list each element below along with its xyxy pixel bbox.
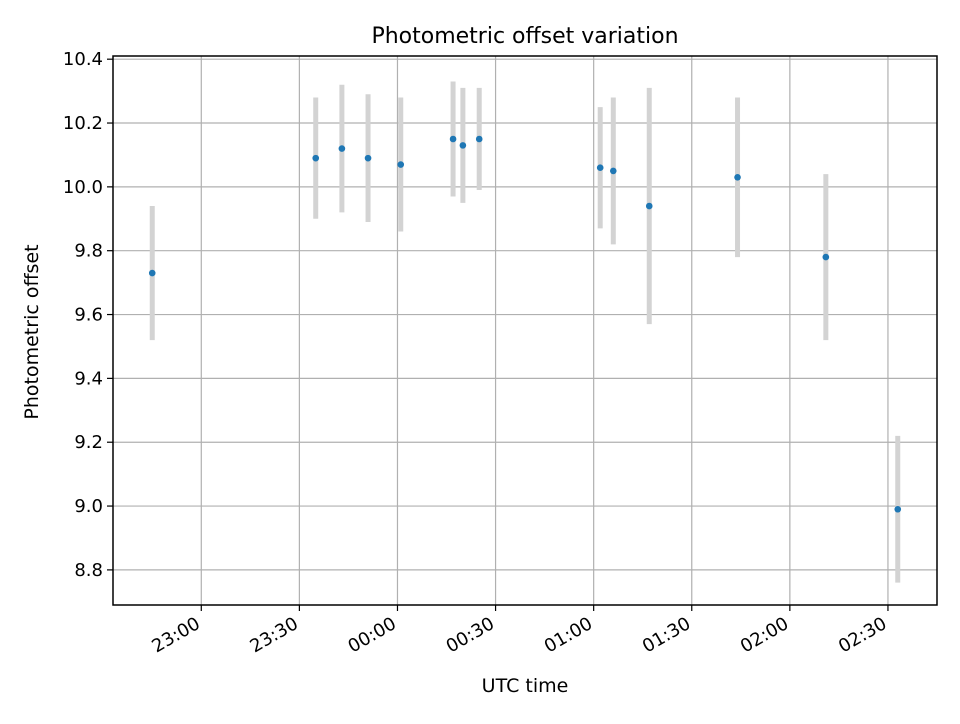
- y-tick-label: 9.4: [74, 368, 103, 389]
- y-tick-label: 9.6: [74, 305, 103, 326]
- y-tick-label: 10.4: [63, 49, 103, 70]
- x-tick-label: 23:30: [246, 613, 301, 657]
- x-tick-label: 02:30: [835, 613, 890, 657]
- data-point: [475, 135, 483, 143]
- data-point: [822, 253, 830, 261]
- plot-frame: [112, 55, 938, 606]
- data-point: [397, 161, 405, 168]
- data-point: [148, 269, 156, 277]
- y-tick-label: 8.8: [74, 560, 103, 581]
- y-tick-label: 10.2: [63, 113, 103, 134]
- data-point: [459, 142, 467, 149]
- data-point: [645, 202, 653, 210]
- data-point: [596, 164, 604, 172]
- y-axis-label: Photometric offset: [21, 244, 43, 419]
- x-tick-label: 01:30: [639, 613, 694, 657]
- error-bars: [149, 81, 901, 583]
- data-point: [449, 135, 457, 143]
- x-tick-label: 23:00: [148, 613, 203, 657]
- data-points: [148, 135, 902, 513]
- x-tick-label: 00:00: [345, 613, 400, 657]
- axes: 23:00 23:30 00:00 00:30 01:00 01:30 02:00 02:30…: [63, 49, 938, 657]
- x-axis-label: UTC time: [482, 675, 569, 697]
- y-tick-label: 10.0: [63, 177, 103, 198]
- data-point: [734, 173, 741, 181]
- data-point: [338, 145, 346, 152]
- data-point: [312, 154, 320, 162]
- data-point: [894, 505, 902, 513]
- y-tick-label: 9.2: [74, 432, 103, 453]
- grid: [113, 56, 937, 605]
- chart-title: Photometric offset variation: [371, 24, 678, 49]
- y-tick-label: 9.8: [74, 241, 103, 262]
- y-tick-label: 9.0: [74, 496, 103, 517]
- x-tick-label: 01:00: [541, 613, 596, 657]
- x-tick-label: 00:30: [443, 613, 498, 657]
- data-point: [364, 154, 372, 162]
- x-tick-label: 02:00: [737, 613, 792, 657]
- data-point: [609, 167, 617, 175]
